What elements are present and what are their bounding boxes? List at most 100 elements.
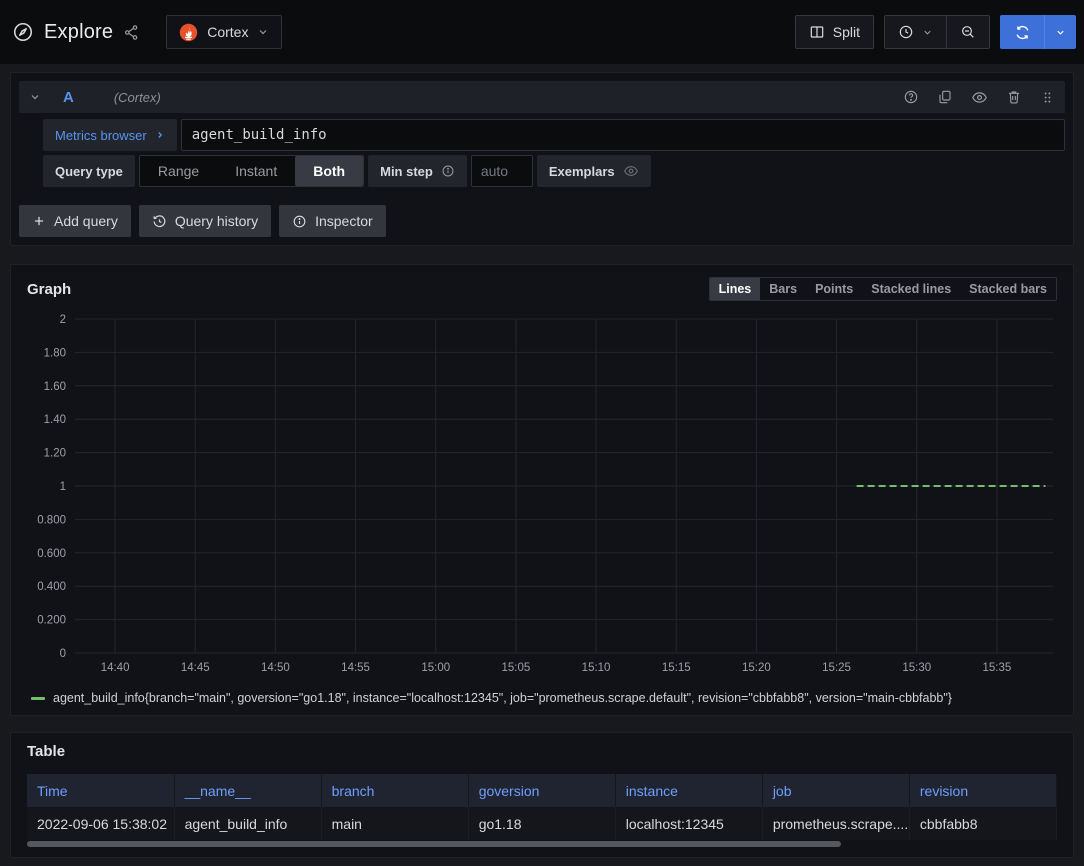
min-step-input[interactable] xyxy=(471,155,533,187)
y-axis-tick-label: 1.60 xyxy=(44,381,66,393)
inspector-label: Inspector xyxy=(315,213,373,229)
top-navigation-bar: Explore Cortex xyxy=(0,0,1084,64)
display-mode-lines[interactable]: Lines xyxy=(710,278,761,300)
y-axis-tick-label: 0.200 xyxy=(37,615,66,627)
inspector-button[interactable]: Inspector xyxy=(279,205,386,237)
split-view-icon xyxy=(809,24,825,40)
query-history-button[interactable]: Query history xyxy=(139,205,271,237)
table-column-header-name[interactable]: __name__ xyxy=(174,774,321,807)
table-column-header-goversion[interactable]: goversion xyxy=(468,774,615,807)
chevron-down-icon xyxy=(922,27,933,38)
results-table: Time__name__branchgoversioninstancejobre… xyxy=(27,774,1057,840)
query-type-option-range[interactable]: Range xyxy=(140,156,217,186)
remove-query-trash-icon[interactable] xyxy=(1006,89,1022,105)
x-axis-tick-label: 15:00 xyxy=(421,662,450,674)
x-axis-tick-label: 15:20 xyxy=(742,662,771,674)
y-axis-tick-label: 1.40 xyxy=(44,414,66,426)
chevron-down-icon xyxy=(1055,27,1066,38)
plus-icon xyxy=(32,214,46,228)
exemplars-toggle: Exemplars xyxy=(537,155,651,187)
table-column-header-time[interactable]: Time xyxy=(27,774,174,807)
x-axis-tick-label: 14:45 xyxy=(181,662,210,674)
metrics-browser-button[interactable]: Metrics browser xyxy=(43,119,177,151)
x-axis-tick-label: 15:30 xyxy=(902,662,931,674)
table-cell: cbbfabb8 xyxy=(909,807,1056,840)
history-icon xyxy=(152,214,167,229)
zoom-out-button[interactable] xyxy=(947,16,989,48)
datasource-name: Cortex xyxy=(207,24,248,40)
drag-handle-icon[interactable] xyxy=(1040,90,1055,105)
table-row: 2022-09-06 15:38:02agent_build_infomaing… xyxy=(27,807,1057,840)
info-circle-icon xyxy=(292,214,307,229)
display-mode-points[interactable]: Points xyxy=(806,278,862,300)
query-ref-id: A xyxy=(63,89,74,106)
run-query-interval-dropdown[interactable] xyxy=(1044,15,1076,49)
table-column-header-revision[interactable]: revision xyxy=(909,774,1056,807)
legend-series-swatch xyxy=(31,697,45,700)
query-type-option-both[interactable]: Both xyxy=(295,156,363,186)
page-title: Explore xyxy=(44,21,113,44)
x-axis-tick-label: 15:15 xyxy=(662,662,691,674)
query-history-label: Query history xyxy=(175,213,258,229)
table-column-header-instance[interactable]: instance xyxy=(615,774,762,807)
display-mode-group: LinesBarsPointsStacked linesStacked bars xyxy=(709,277,1057,301)
clock-icon xyxy=(898,24,914,40)
zoom-out-icon xyxy=(960,24,976,40)
exemplars-label: Exemplars xyxy=(549,164,615,179)
refresh-icon xyxy=(1014,24,1031,41)
run-query-button[interactable] xyxy=(1000,15,1044,49)
collapse-query-icon[interactable] xyxy=(29,91,41,103)
chevron-down-icon xyxy=(257,26,269,38)
datasource-picker[interactable]: Cortex xyxy=(166,15,282,49)
y-axis-tick-label: 0.800 xyxy=(37,514,66,526)
table-column-header-job[interactable]: job xyxy=(762,774,909,807)
time-picker-group xyxy=(884,15,990,49)
add-query-button[interactable]: Add query xyxy=(19,205,131,237)
y-axis-tick-label: 0 xyxy=(60,648,66,660)
query-row-header[interactable]: A (Cortex) xyxy=(19,81,1065,113)
y-axis-tick-label: 2 xyxy=(60,314,66,326)
duplicate-query-icon[interactable] xyxy=(937,89,953,105)
table-cell: 2022-09-06 15:38:02 xyxy=(27,807,174,840)
prometheus-logo-icon xyxy=(179,23,198,42)
query-type-option-instant[interactable]: Instant xyxy=(217,156,295,186)
min-step-label: Min step xyxy=(368,155,467,187)
graph-panel: Graph LinesBarsPointsStacked linesStacke… xyxy=(10,264,1074,716)
table-body: 2022-09-06 15:38:02agent_build_infomaing… xyxy=(27,807,1057,840)
info-icon xyxy=(441,164,455,178)
y-axis-tick-label: 0.600 xyxy=(37,548,66,560)
table-cell: go1.18 xyxy=(468,807,615,840)
display-mode-stacked-lines[interactable]: Stacked lines xyxy=(862,278,960,300)
query-type-options: RangeInstantBoth xyxy=(139,155,364,187)
legend-series-label[interactable]: agent_build_info{branch="main", goversio… xyxy=(53,691,952,705)
x-axis-tick-label: 14:55 xyxy=(341,662,370,674)
run-query-group xyxy=(1000,15,1076,49)
table-panel-title: Table xyxy=(27,743,65,760)
x-axis-tick-label: 15:35 xyxy=(982,662,1011,674)
graph-canvas[interactable]: 21.801.601.401.2010.8000.6000.4000.20001… xyxy=(27,303,1059,685)
table-panel: Table Time__name__branchgoversioninstanc… xyxy=(10,732,1074,858)
share-icon[interactable] xyxy=(123,24,140,41)
table-column-header-branch[interactable]: branch xyxy=(321,774,468,807)
horizontal-scrollbar-thumb[interactable] xyxy=(27,841,841,847)
x-axis-tick-label: 15:10 xyxy=(582,662,611,674)
x-axis-tick-label: 15:25 xyxy=(822,662,851,674)
time-picker-button[interactable] xyxy=(885,16,946,48)
query-type-label: Query type xyxy=(43,155,135,187)
hide-response-eye-icon[interactable] xyxy=(971,89,988,106)
y-axis-tick-label: 1.20 xyxy=(44,448,66,460)
table-cell: prometheus.scrape.... xyxy=(762,807,909,840)
display-mode-bars[interactable]: Bars xyxy=(760,278,806,300)
split-button[interactable]: Split xyxy=(795,15,874,49)
y-axis-tick-label: 1 xyxy=(60,481,66,493)
exemplars-eye-icon[interactable] xyxy=(623,163,639,179)
display-mode-stacked-bars[interactable]: Stacked bars xyxy=(960,278,1056,300)
graph-legend: agent_build_info{branch="main", goversio… xyxy=(27,691,1057,705)
promql-query-input[interactable] xyxy=(181,119,1065,151)
help-icon[interactable] xyxy=(903,89,919,105)
table-cell: main xyxy=(321,807,468,840)
graph-panel-title: Graph xyxy=(27,281,71,298)
chevron-right-icon xyxy=(155,130,165,140)
x-axis-tick-label: 14:50 xyxy=(261,662,290,674)
y-axis-tick-label: 1.80 xyxy=(44,347,66,359)
